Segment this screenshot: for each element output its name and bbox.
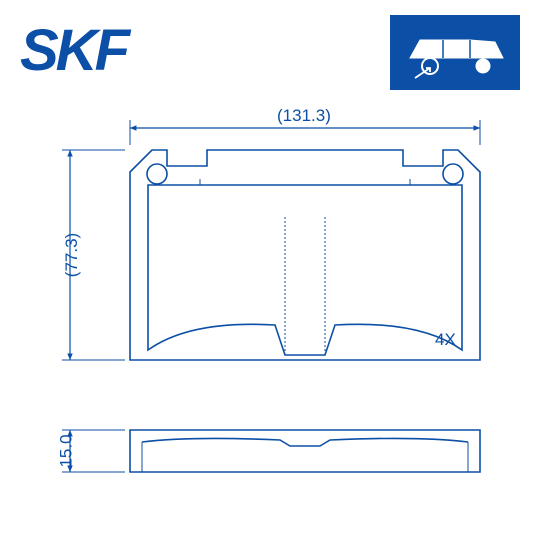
quantity-label: 4X — [435, 330, 456, 350]
car-position-icon — [395, 20, 515, 85]
car-position-icon-box — [390, 15, 520, 90]
drawing-svg — [0, 100, 540, 540]
technical-drawing: (131.3) (77.3) 15.0 4X — [0, 100, 540, 540]
thickness-dimension-label: 15.0 — [57, 434, 77, 467]
height-dimension-label: (77.3) — [62, 233, 82, 277]
width-dimension-label: (131.3) — [277, 106, 331, 126]
brand-logo: SKF — [20, 17, 127, 84]
header: SKF — [0, 0, 540, 100]
